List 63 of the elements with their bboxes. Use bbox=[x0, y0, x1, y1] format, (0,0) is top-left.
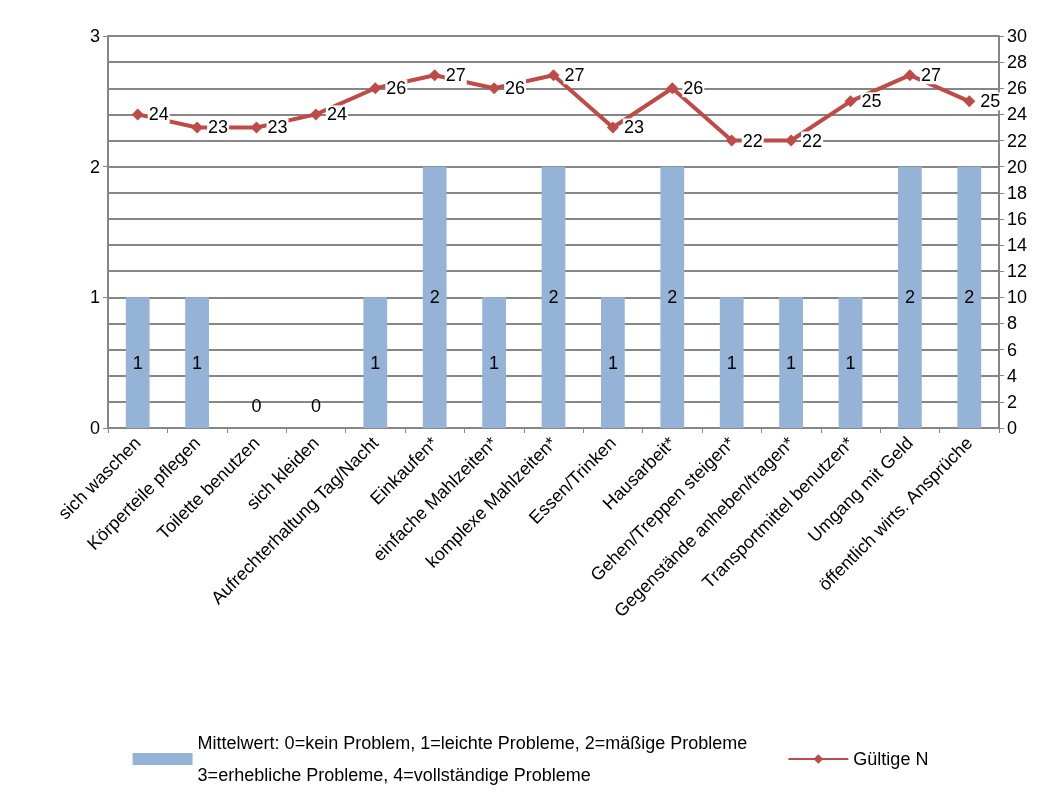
point bbox=[903, 69, 916, 82]
data-label: 1 bbox=[786, 352, 797, 373]
data-label: 27 bbox=[445, 65, 466, 86]
point bbox=[666, 82, 679, 95]
data-label: 0 bbox=[310, 396, 321, 416]
y2-tick-label: 16 bbox=[1007, 208, 1028, 229]
data-label: 27 bbox=[564, 65, 585, 86]
data-label: 24 bbox=[148, 104, 169, 125]
data-label: 2 bbox=[548, 287, 559, 308]
data-label: 1 bbox=[370, 352, 381, 373]
y2-tick-label: 30 bbox=[1007, 26, 1028, 46]
data-label: 2 bbox=[429, 287, 440, 308]
y-tick-label: 3 bbox=[89, 26, 100, 46]
data-label: 26 bbox=[505, 78, 526, 99]
y2-tick-label: 18 bbox=[1007, 182, 1028, 203]
data-label: 26 bbox=[386, 78, 407, 99]
y2-tick-label: 2 bbox=[1007, 391, 1018, 412]
data-label: 23 bbox=[208, 117, 229, 138]
data-label: 1 bbox=[489, 352, 500, 373]
y-tick-label: 1 bbox=[89, 287, 100, 308]
data-label: 0 bbox=[251, 396, 262, 416]
y2-tick-label: 22 bbox=[1007, 130, 1028, 151]
point bbox=[963, 95, 976, 108]
y-tick-label: 2 bbox=[89, 156, 100, 177]
data-label: 2 bbox=[964, 287, 975, 308]
y2-tick-label: 14 bbox=[1007, 235, 1028, 256]
legend-label: Mittelwert: 0=kein Problem, 1=leichte Probleme, 2=mäßige Probleme 3=erhebliche Probleme, 4=vollständige Probleme bbox=[197, 733, 748, 785]
data-label: 1 bbox=[132, 352, 143, 373]
point bbox=[369, 82, 382, 95]
y2-tick-label: 6 bbox=[1007, 339, 1018, 360]
point bbox=[428, 69, 441, 82]
data-label: 1 bbox=[726, 352, 737, 373]
point bbox=[309, 108, 322, 121]
y2-tick-label: 24 bbox=[1007, 104, 1028, 125]
point bbox=[844, 95, 857, 108]
y2-tick-label: 8 bbox=[1007, 313, 1018, 334]
data-label: 22 bbox=[742, 130, 763, 151]
y2-tick-label: 26 bbox=[1007, 78, 1028, 99]
y2-tick-label: 0 bbox=[1007, 418, 1018, 438]
data-label: 2 bbox=[667, 287, 678, 308]
point bbox=[606, 121, 619, 134]
data-label: 25 bbox=[861, 91, 882, 112]
y2-tick-label: 12 bbox=[1007, 261, 1028, 282]
data-label: 24 bbox=[326, 104, 347, 125]
data-label: 23 bbox=[267, 117, 288, 138]
data-label: 1 bbox=[192, 352, 203, 373]
data-label: 23 bbox=[623, 117, 644, 138]
y2-tick-label: 10 bbox=[1007, 287, 1028, 308]
data-label: 27 bbox=[920, 65, 941, 86]
point bbox=[547, 69, 560, 82]
data-label: 1 bbox=[607, 352, 618, 373]
data-label: 25 bbox=[980, 91, 1001, 112]
data-label: 26 bbox=[683, 78, 704, 99]
legend-label: Gültige N bbox=[853, 749, 929, 769]
data-label: 2 bbox=[904, 287, 915, 308]
point bbox=[131, 108, 144, 121]
data-label: 1 bbox=[845, 352, 856, 373]
data-label: 22 bbox=[802, 130, 823, 151]
y2-tick-label: 20 bbox=[1007, 156, 1028, 177]
point bbox=[785, 134, 798, 147]
y2-tick-label: 4 bbox=[1007, 365, 1018, 386]
y2-tick-label: 28 bbox=[1007, 52, 1028, 73]
y-tick-label: 0 bbox=[89, 418, 100, 438]
